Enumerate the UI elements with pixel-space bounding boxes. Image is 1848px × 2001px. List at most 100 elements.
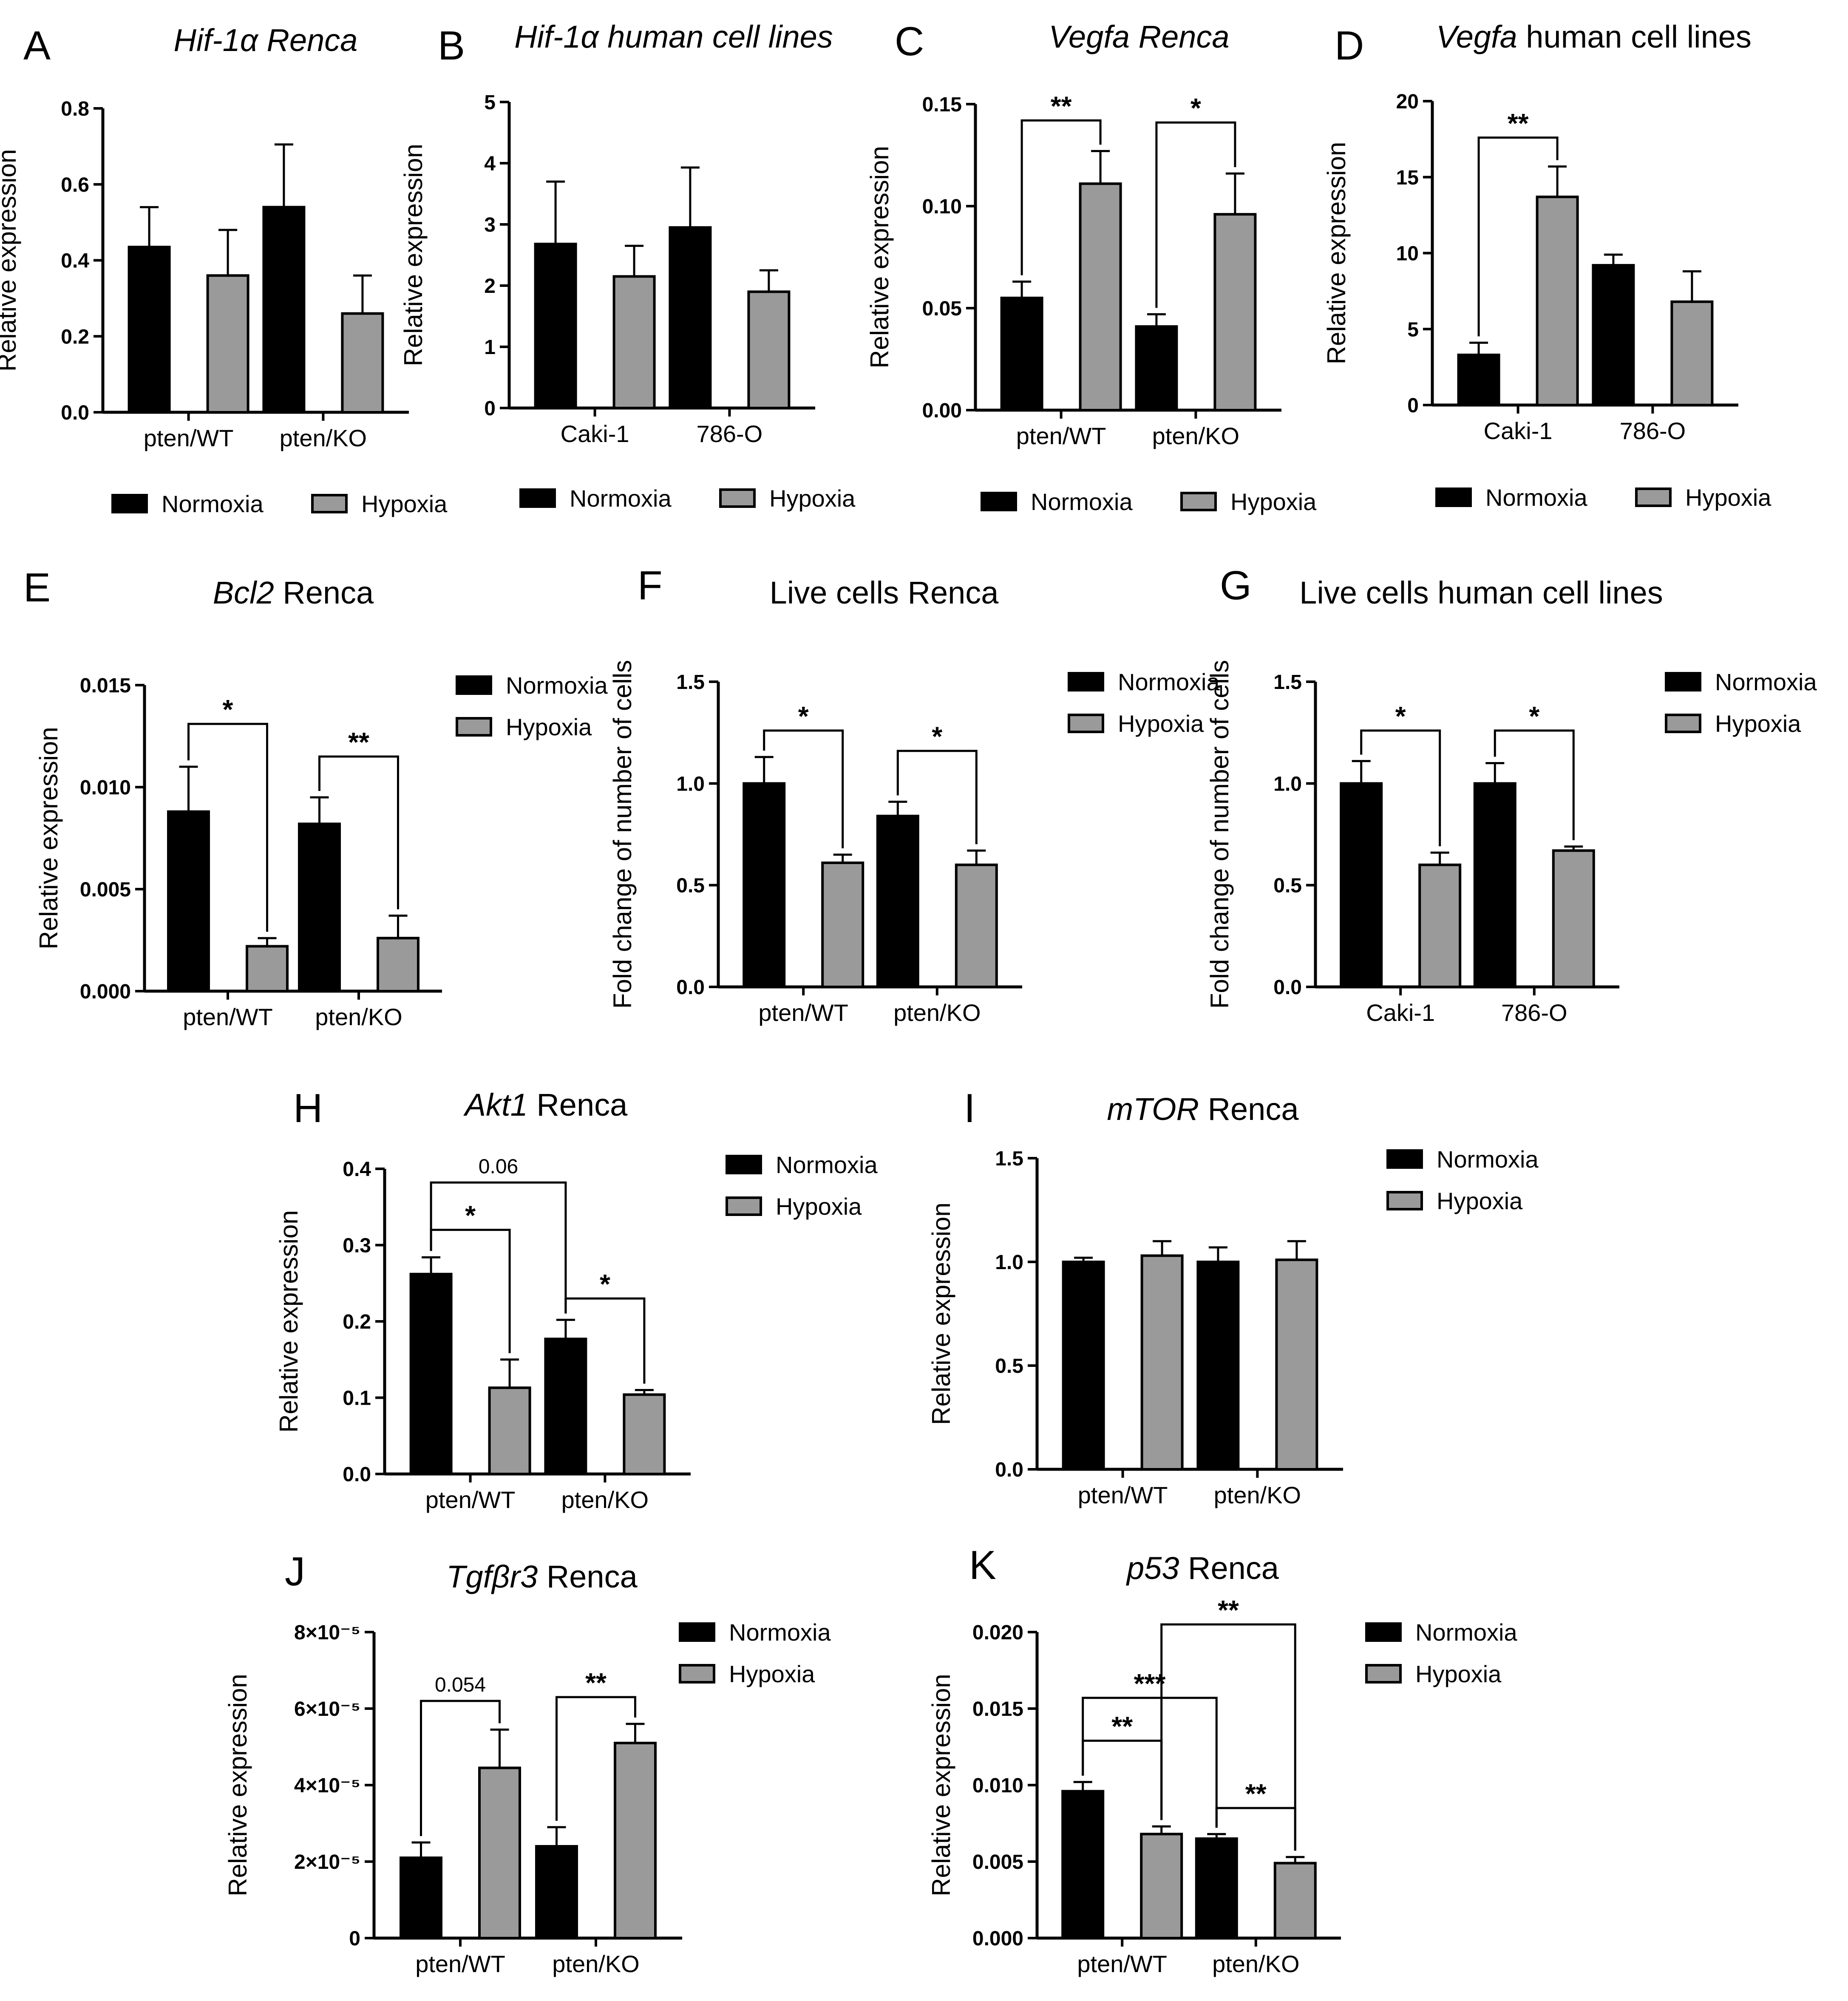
legend-swatch-normoxia bbox=[1365, 1622, 1402, 1642]
bar-hypoxia bbox=[1536, 196, 1579, 406]
chart-title-main: Live cells Renca bbox=[770, 575, 999, 610]
legend-swatch-normoxia bbox=[456, 675, 492, 695]
significance-label: * bbox=[600, 1269, 610, 1299]
legend-label-normoxia: Normoxia bbox=[729, 1619, 831, 1646]
significance-label: ** bbox=[1111, 1711, 1133, 1742]
chart-title: Vegfa human cell lines bbox=[1436, 19, 1752, 54]
legend-swatch-normoxia bbox=[981, 492, 1017, 511]
bar-hypoxia bbox=[1552, 849, 1595, 988]
significance-label: * bbox=[465, 1200, 476, 1231]
y-tick-label: 15 bbox=[1396, 167, 1419, 189]
panel-letter: E bbox=[23, 565, 51, 610]
significance-bracket bbox=[1155, 121, 1236, 308]
legend-swatch-hypoxia bbox=[456, 717, 492, 737]
bar-hypoxia bbox=[614, 1742, 657, 1939]
legend-label-hypoxia: Hypoxia bbox=[1685, 484, 1771, 511]
bar-normoxia bbox=[743, 782, 786, 989]
bar-normoxia bbox=[1061, 1790, 1105, 1939]
y-tick-label: 8×10⁻⁵ bbox=[294, 1621, 360, 1644]
y-tick-label: 5 bbox=[484, 91, 496, 114]
legend-label-normoxia: Normoxia bbox=[1437, 1146, 1539, 1173]
x-tick-label: Caki-1 bbox=[1366, 999, 1435, 1026]
y-tick-label: 1 bbox=[484, 336, 496, 359]
chart-title-suffix: Renca bbox=[274, 575, 374, 610]
y-tick-label: 0.4 bbox=[343, 1158, 371, 1181]
bar-normoxia bbox=[1000, 297, 1043, 411]
significance-label: ** bbox=[1051, 91, 1072, 121]
bar-normoxia bbox=[1196, 1261, 1240, 1471]
y-tick-label: 0.10 bbox=[922, 196, 962, 218]
panel-j: J Tgfβr3 Renca Relative expression 0 2×10⁻⁵ 4… bbox=[224, 1549, 831, 1977]
legend-swatch-hypoxia bbox=[1180, 492, 1217, 511]
bar-hypoxia bbox=[1140, 1833, 1183, 1940]
chart-title-suffix: human cell lines bbox=[1517, 19, 1752, 54]
bar-hypoxia bbox=[623, 1393, 666, 1476]
bar-normoxia bbox=[400, 1856, 442, 1939]
panel-letter: I bbox=[964, 1086, 975, 1131]
panel-letter: J bbox=[285, 1549, 305, 1594]
x-tick-label: pten/WT bbox=[758, 999, 848, 1026]
legend-label-hypoxia: Hypoxia bbox=[769, 485, 856, 512]
y-tick-label: 5 bbox=[1407, 318, 1419, 341]
y-tick-label: 0.5 bbox=[1273, 875, 1302, 897]
chart-title: p53 Renca bbox=[1126, 1550, 1279, 1586]
legend-swatch-normoxia bbox=[679, 1622, 715, 1642]
legend-swatch-hypoxia bbox=[726, 1196, 762, 1216]
legend-label-hypoxia: Hypoxia bbox=[1230, 488, 1317, 515]
significance-bracket bbox=[1160, 1623, 1296, 1851]
significance-label: ** bbox=[1245, 1778, 1267, 1809]
bar-hypoxia bbox=[1275, 1258, 1318, 1471]
y-tick-label: 1.5 bbox=[1273, 671, 1302, 694]
significance-label: ** bbox=[348, 727, 369, 757]
y-tick-label: 2×10⁻⁵ bbox=[294, 1851, 360, 1873]
y-tick-label: 0.000 bbox=[972, 1927, 1023, 1950]
y-tick-label: 4 bbox=[484, 153, 496, 175]
legend-label-normoxia: Normoxia bbox=[506, 672, 608, 699]
panel-letter: G bbox=[1220, 563, 1252, 608]
x-tick-label: pten/KO bbox=[893, 999, 981, 1026]
panel-letter: F bbox=[638, 563, 663, 608]
x-tick-label: pten/KO bbox=[280, 425, 367, 451]
panel-e: E Bcl2 Renca Relative expression 0.000 0.005… bbox=[23, 565, 608, 1030]
chart-title: Tgfβr3 Renca bbox=[446, 1559, 638, 1594]
legend-swatch-normoxia bbox=[1068, 672, 1104, 692]
bar-normoxia bbox=[1135, 325, 1178, 412]
y-tick-label: 1.5 bbox=[995, 1148, 1023, 1170]
bar-normoxia bbox=[1340, 782, 1383, 989]
chart-title: Hif-1α human cell lines bbox=[514, 19, 833, 54]
bar-hypoxia bbox=[612, 275, 656, 410]
bar-hypoxia bbox=[377, 937, 419, 992]
significance-bracket bbox=[556, 1696, 636, 1821]
bar-normoxia bbox=[1195, 1837, 1238, 1939]
x-tick-label: 786-O bbox=[1620, 417, 1686, 444]
legend-swatch-normoxia bbox=[111, 494, 148, 513]
x-tick-label: pten/WT bbox=[1016, 422, 1106, 449]
y-tick-label: 1.0 bbox=[1273, 773, 1302, 795]
legend-label-hypoxia: Hypoxia bbox=[776, 1193, 862, 1220]
panel-d: D Vegfa human cell lines Relative expressi… bbox=[1322, 19, 1771, 511]
legend-swatch-normoxia bbox=[1665, 672, 1701, 692]
panel-b: B Hif-1α human cell lines Relative express… bbox=[399, 19, 856, 512]
y-tick-label: 10 bbox=[1396, 243, 1419, 265]
significance-bracket bbox=[318, 755, 399, 910]
y-axis-label: Fold change of number of cells bbox=[608, 660, 637, 1009]
x-tick-label: pten/WT bbox=[183, 1003, 273, 1030]
bar-hypoxia bbox=[206, 274, 249, 414]
bar-normoxia bbox=[409, 1273, 453, 1475]
y-tick-label: 0.010 bbox=[80, 777, 131, 799]
significance-label: 0.054 bbox=[435, 1674, 486, 1696]
y-axis-label: Relative expression bbox=[927, 1202, 955, 1425]
y-tick-label: 0.0 bbox=[61, 402, 89, 424]
x-tick-label: Caki-1 bbox=[1484, 417, 1553, 444]
legend-swatch-normoxia bbox=[1435, 487, 1472, 507]
chart-title-main: Hif-1α Renca bbox=[174, 23, 358, 58]
y-axis-label: Relative expression bbox=[1322, 142, 1351, 365]
significance-label: * bbox=[1395, 701, 1406, 731]
panel-f: F Live cells Renca Fold change of number o… bbox=[608, 563, 1220, 1026]
y-axis-label: Relative expression bbox=[927, 1674, 955, 1896]
x-tick-label: 786-O bbox=[697, 420, 763, 447]
legend-swatch-hypoxia bbox=[1386, 1191, 1423, 1210]
y-tick-label: 0.3 bbox=[343, 1235, 371, 1257]
significance-bracket bbox=[1020, 119, 1102, 275]
significance-bracket bbox=[1477, 136, 1559, 337]
